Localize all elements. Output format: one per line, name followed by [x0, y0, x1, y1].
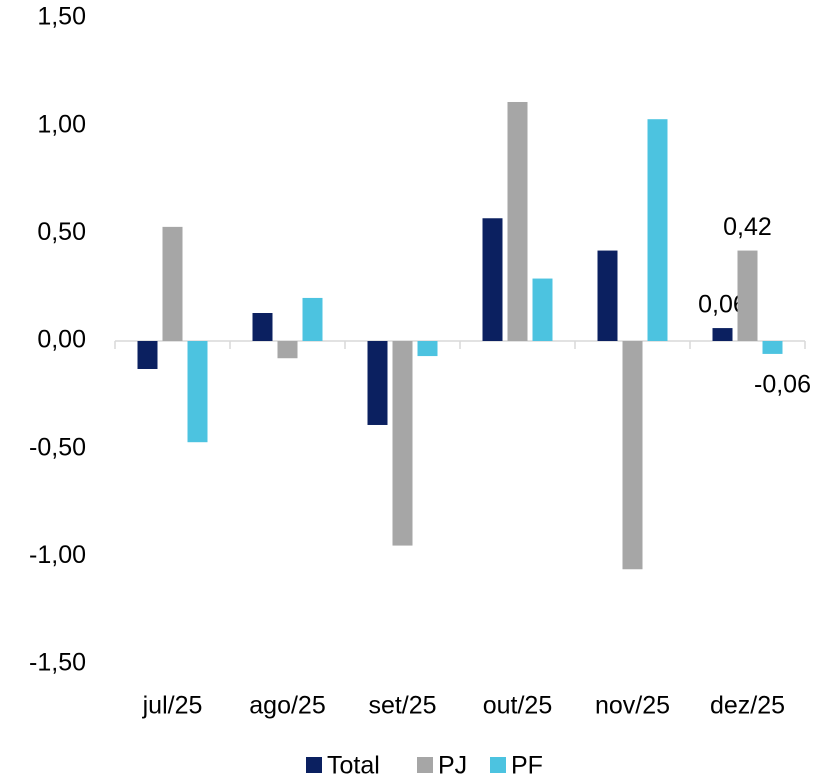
- y-tick-label: -1,50: [29, 649, 86, 677]
- bar: [712, 328, 733, 341]
- bar: [762, 341, 783, 354]
- y-tick-label: 1,00: [37, 110, 86, 138]
- legend-swatch: [306, 757, 322, 773]
- bar: [507, 101, 528, 341]
- bar: [622, 341, 643, 570]
- legend-label: PF: [511, 752, 543, 779]
- value-label: 0,42: [723, 213, 772, 241]
- y-tick-label: -1,00: [29, 541, 86, 569]
- y-tick-label: 0,50: [37, 218, 86, 246]
- x-tick-label: nov/25: [595, 692, 670, 720]
- y-tick-label: 0,00: [37, 326, 86, 354]
- bar: [647, 119, 668, 341]
- x-tick-label: out/25: [483, 692, 553, 720]
- bar: [277, 341, 298, 359]
- y-tick-label: 1,50: [37, 3, 86, 31]
- x-tick-label: jul/25: [142, 692, 203, 720]
- bar: [482, 218, 503, 341]
- legend-swatch: [417, 757, 433, 773]
- legend-label: Total: [327, 752, 380, 779]
- legend-swatch: [490, 757, 506, 773]
- y-tick-label: -0,50: [29, 433, 86, 461]
- x-tick-label: ago/25: [249, 692, 325, 720]
- legend-label: PJ: [438, 752, 467, 779]
- bar: [367, 341, 388, 425]
- value-label: -0,06: [754, 371, 811, 399]
- bar: [252, 313, 273, 341]
- bar: [532, 278, 553, 341]
- bar: [187, 341, 208, 443]
- bar: [597, 250, 618, 341]
- bar: [302, 297, 323, 341]
- bar: [137, 341, 158, 369]
- bar: [162, 226, 183, 341]
- bar: [392, 341, 413, 546]
- bar: [737, 250, 758, 341]
- bar: [417, 341, 438, 357]
- x-tick-label: set/25: [368, 692, 436, 720]
- x-tick-label: dez/25: [710, 692, 785, 720]
